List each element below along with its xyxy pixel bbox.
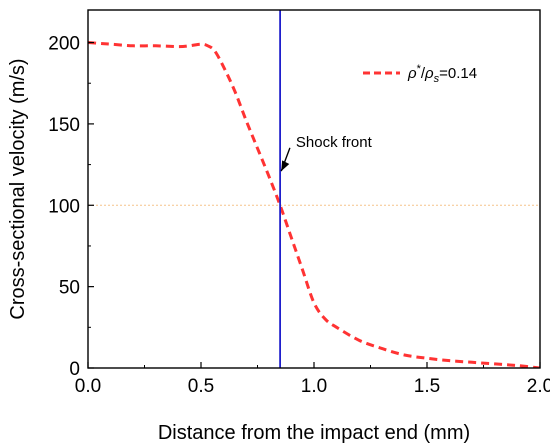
y-tick-label: 0 (69, 359, 80, 380)
y-tick-label: 150 (48, 115, 80, 136)
series-line (88, 41, 540, 368)
plot-frame (87, 9, 541, 369)
x-tick-label: 1.5 (414, 376, 440, 397)
series-layer (88, 41, 540, 368)
x-tick-label: 2.0 (527, 376, 550, 397)
y-axis: 0 50 100 150 200 (48, 34, 94, 380)
x-axis: 0.0 0.5 1.0 1.5 2.0 (75, 362, 550, 397)
annotation-arrow-head (281, 160, 290, 172)
x-axis-title: Distance from the impact end (mm) (158, 422, 470, 444)
x-tick-label: 1.0 (301, 376, 327, 397)
legend-label: ρ*/ρs=0.14 (407, 63, 477, 85)
shock-front-label: Shock front (296, 134, 373, 151)
x-tick-label: 0.5 (188, 376, 214, 397)
legend: ρ*/ρs=0.14 (363, 63, 477, 85)
y-tick-label: 200 (48, 34, 80, 55)
x-tick-label: 0.0 (75, 376, 101, 397)
y-tick-label: 50 (59, 278, 80, 299)
y-tick-label: 100 (48, 196, 80, 217)
shock-front-annotation: Shock front (280, 134, 373, 172)
y-axis-title: Cross-sectional velocity (m/s) (7, 58, 29, 319)
